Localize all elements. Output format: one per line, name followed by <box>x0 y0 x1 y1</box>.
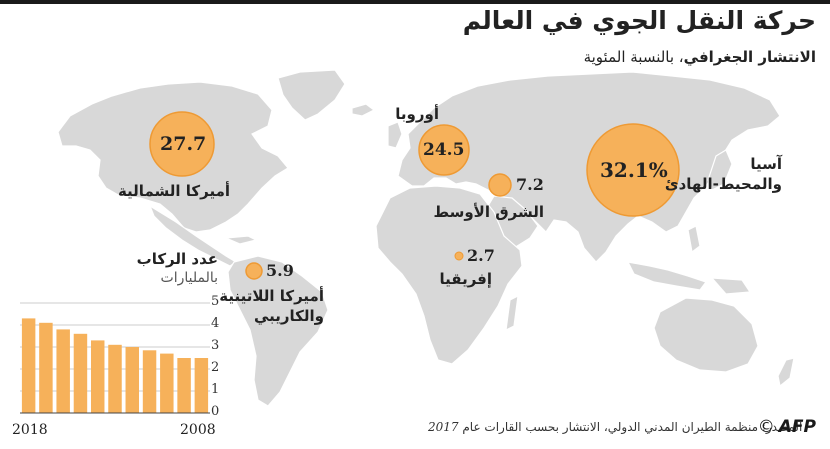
bar-2018 <box>21 318 36 413</box>
chart-bars <box>21 318 209 413</box>
y-tick-5: 5 <box>211 294 220 309</box>
bar-chart <box>20 302 210 414</box>
indonesia-shape <box>626 261 707 291</box>
page-subtitle: الانتشار الجغرافي، بالنسبة المئوية <box>584 48 816 66</box>
africa-shape <box>375 185 523 365</box>
top-bar <box>0 0 830 4</box>
x-tick-2008: 2008 <box>180 422 216 438</box>
bubble-europe <box>418 124 470 176</box>
bubble-asia-pacific <box>586 123 680 217</box>
label-africa: إفريقيا <box>439 270 492 288</box>
y-tick-2: 2 <box>211 360 220 375</box>
bar-2011 <box>142 350 157 413</box>
bar-2008 <box>194 358 209 413</box>
afp-logo: © AFP <box>754 417 816 437</box>
bar-2016 <box>56 329 70 413</box>
greenland-shape <box>277 69 346 121</box>
new-zealand-shape <box>777 357 795 388</box>
value-asia-pacific: 32.1% <box>600 158 668 182</box>
value-europe: 24.5 <box>423 140 465 160</box>
australia-shape <box>653 297 759 373</box>
bubble-latin-america <box>245 262 263 280</box>
south-america-shape <box>227 255 329 407</box>
afp-logo-text: AFP <box>778 417 816 437</box>
label-asia-pacific-line2: والمحيط-الهادئ <box>664 175 782 193</box>
bar-2015 <box>73 333 88 413</box>
subtitle-rest: ، بالنسبة المئوية <box>583 48 684 66</box>
source-year: 2017 <box>428 420 459 434</box>
value-africa: 2.7 <box>467 246 495 265</box>
y-tick-4: 4 <box>211 316 220 331</box>
philippines-shape <box>687 225 701 254</box>
y-tick-1: 1 <box>211 382 220 397</box>
chart-title: عدد الركاب <box>136 250 218 268</box>
y-tick-3: 3 <box>211 338 220 353</box>
source-note: المصدر: منظمة الطيران المدني الدولي، الا… <box>428 420 802 434</box>
bar-2010 <box>160 353 174 413</box>
central-america-shape <box>148 204 238 267</box>
value-middle-east: 7.2 <box>516 175 544 194</box>
bar-2014 <box>90 340 105 413</box>
source-text: المصدر: منظمة الطيران المدني الدولي، الا… <box>458 420 803 434</box>
label-north-america: أميركا الشمالية <box>117 182 230 200</box>
bubble-north-america <box>149 111 215 177</box>
bar-2013 <box>108 344 122 413</box>
bar-2012 <box>125 347 140 413</box>
value-latin-america: 5.9 <box>266 261 294 280</box>
caribbean-shape <box>225 235 258 245</box>
label-asia-pacific-line1: آسيا <box>750 155 782 173</box>
bar-2017 <box>39 322 53 413</box>
japan-shape <box>707 149 733 191</box>
iceland-shape <box>351 103 376 117</box>
copyright-symbol: © <box>757 417 775 437</box>
new-guinea-shape <box>710 277 752 295</box>
chart-unit: بالمليارات <box>160 270 218 286</box>
bubble-middle-east <box>488 173 512 197</box>
x-tick-2018: 2018 <box>12 422 48 438</box>
y-tick-0: 0 <box>211 404 220 419</box>
label-europe: أوروبا <box>395 105 439 123</box>
label-middle-east: الشرق الأوسط <box>433 203 544 221</box>
bar-2009 <box>177 358 191 413</box>
bubble-africa <box>454 251 464 261</box>
page-title: حركة النقل الجوي في العالم <box>462 6 816 35</box>
uk-shape <box>387 121 403 149</box>
label-latin-america-line2: والكاريبي <box>253 307 324 325</box>
value-north-america: 27.7 <box>160 133 207 155</box>
madagascar-shape <box>505 294 519 332</box>
region-bubbles <box>149 111 680 280</box>
subtitle-bold: الانتشار الجغرافي <box>683 48 816 66</box>
label-latin-america-line1: أميركا اللاتينية <box>219 287 324 305</box>
